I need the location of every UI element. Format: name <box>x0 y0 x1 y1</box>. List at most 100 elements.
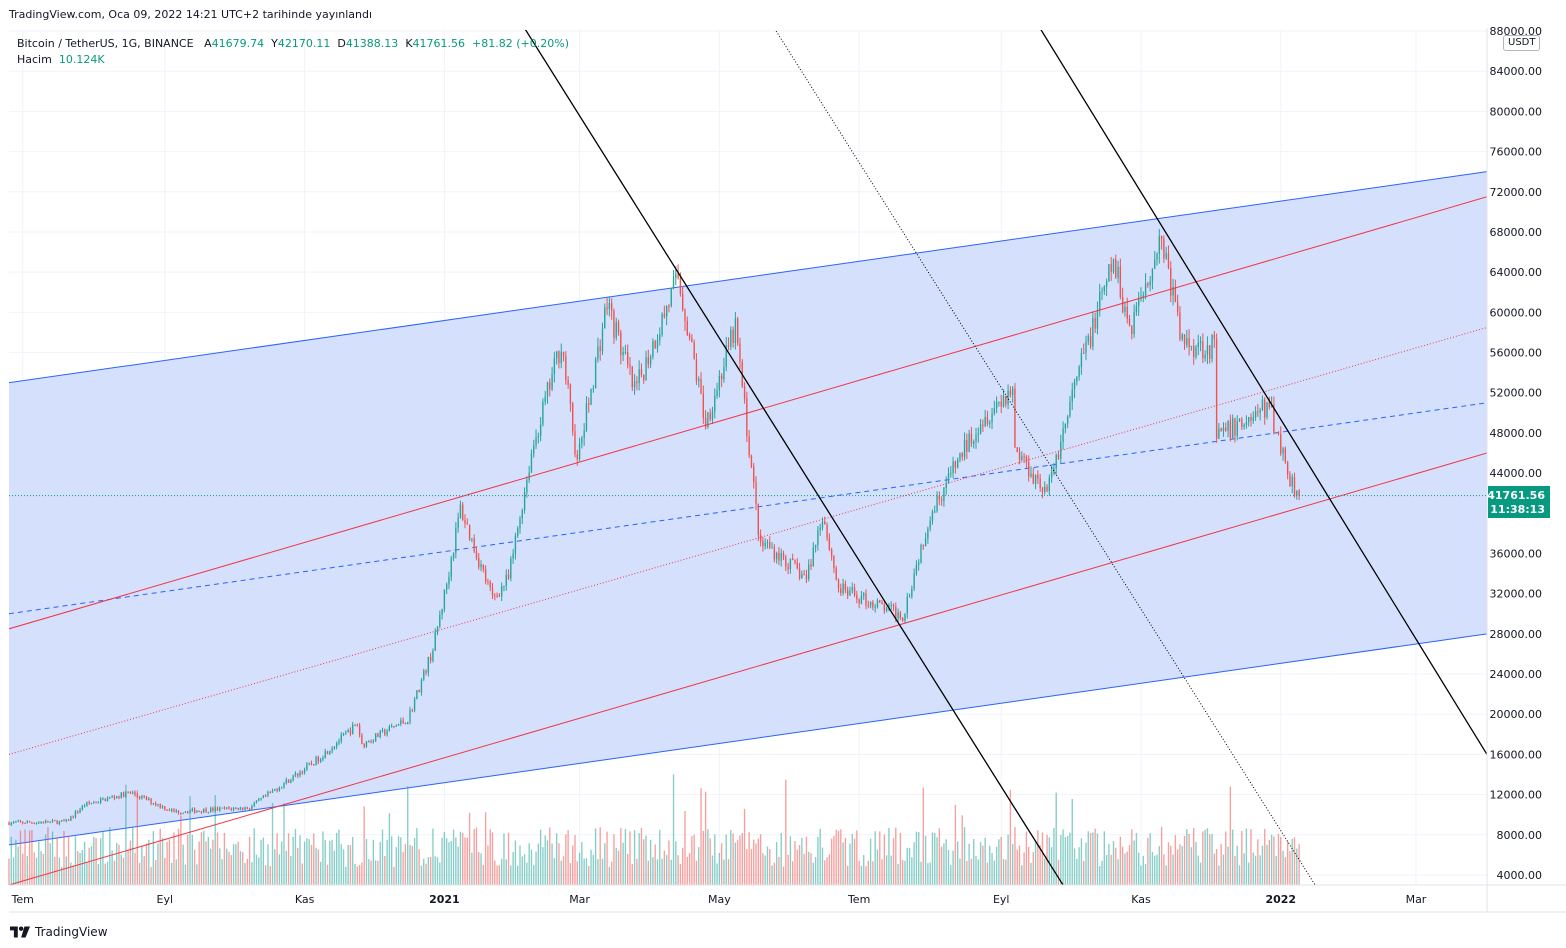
volume-bar <box>441 837 443 885</box>
candle-body <box>299 771 301 776</box>
regression-channel[interactable] <box>9 171 1487 846</box>
volume-bar <box>274 849 276 885</box>
candle-body <box>911 588 913 597</box>
price-tick-label: 56000.00 <box>1490 347 1543 360</box>
candle-body <box>1053 467 1055 472</box>
volume-bar <box>620 827 622 885</box>
time-scale[interactable]: Tem Eyl Kas 2021 Mar May Tem Eyl Kas 2022 Mar <box>11 893 1427 906</box>
candle-body <box>1202 341 1204 359</box>
volume-bar <box>324 839 326 885</box>
volume-bar <box>161 837 164 885</box>
price-tick-label: 48000.00 <box>1490 427 1543 440</box>
candle-body <box>821 521 824 528</box>
candle-body <box>19 820 22 822</box>
volume-bar <box>388 813 391 885</box>
volume-bar <box>1172 854 1174 885</box>
volume-bar <box>198 841 200 885</box>
volume-bar <box>507 832 510 885</box>
volume-bar <box>915 831 918 885</box>
volume-bar <box>867 860 869 885</box>
candle-body <box>452 552 455 559</box>
candle-body <box>77 811 79 813</box>
candle-body <box>643 374 645 381</box>
volume-bar <box>750 848 753 885</box>
candle-body <box>984 417 986 426</box>
volume-bar <box>1030 862 1032 885</box>
candle-body <box>732 329 734 344</box>
candle-body <box>956 459 959 468</box>
candle-body <box>567 380 569 385</box>
volume-bar <box>482 865 485 885</box>
candle-body <box>1190 345 1193 348</box>
volume-bar <box>471 852 473 885</box>
volume-bar <box>370 860 372 885</box>
candle-body <box>979 424 982 434</box>
volume-bar <box>549 827 551 885</box>
volume-bar <box>340 844 342 885</box>
candle-body <box>725 345 727 367</box>
volume-bar <box>138 862 141 885</box>
volume-bar <box>819 828 821 885</box>
volume-bar <box>500 858 503 885</box>
volume-bar <box>757 838 759 885</box>
volume-bar <box>785 779 787 885</box>
candle-body <box>1176 301 1179 313</box>
trend-lines[interactable] <box>9 21 1487 885</box>
candle-body <box>411 709 413 711</box>
volume-bar <box>684 810 686 885</box>
volume-bar <box>526 862 528 885</box>
volume-bar <box>610 861 613 885</box>
price-scale[interactable]: 88000.00 84000.00 80000.00 76000.00 72000.00… <box>1490 25 1543 882</box>
volume-label[interactable]: Hacim <box>17 53 52 66</box>
volume-bar <box>535 851 537 885</box>
candle-body <box>407 721 409 725</box>
legend: Bitcoin / TetherUS, 1G, BINANCE A41679.7… <box>17 36 569 68</box>
candle-body <box>1011 388 1014 396</box>
candle-body <box>592 388 595 390</box>
symbol-title[interactable]: Bitcoin / TetherUS, 1G, BINANCE <box>17 37 194 50</box>
candle-body <box>214 807 216 811</box>
volume-bar <box>503 833 505 885</box>
candle-body <box>537 436 540 438</box>
candle-body <box>677 273 679 278</box>
candle-body <box>1142 295 1144 298</box>
volume-bar <box>145 843 148 885</box>
volume-bar <box>17 846 19 885</box>
candle-body <box>70 816 72 821</box>
volume-bar <box>1296 848 1298 885</box>
volume-bar <box>313 833 315 885</box>
candle-body <box>1273 404 1275 433</box>
candle-body <box>1231 418 1234 439</box>
candle-body <box>702 393 705 419</box>
volume-bar <box>890 855 892 885</box>
volume-bar <box>418 849 420 885</box>
price-tick-label: 20000.00 <box>1490 708 1543 721</box>
candle-body <box>455 527 457 553</box>
candle-body <box>546 382 549 397</box>
candle-body <box>615 322 617 338</box>
volume-bar <box>723 859 725 885</box>
volume-bar <box>700 788 702 885</box>
volume-bar <box>766 846 769 885</box>
candle-body <box>177 810 180 814</box>
candle-body <box>159 804 161 808</box>
volume-bar <box>961 815 963 885</box>
volume-bar <box>1149 833 1151 885</box>
volume-bar <box>1213 853 1216 885</box>
candle-body <box>377 733 379 737</box>
currency-badge[interactable]: USDT <box>1503 35 1541 51</box>
volume-bar <box>1128 845 1131 885</box>
tradingview-logo-icon <box>10 926 30 938</box>
volume-bar <box>8 858 10 885</box>
candle-body <box>297 773 299 776</box>
candle-body <box>489 581 491 588</box>
candle-body <box>1044 486 1046 492</box>
candle-body <box>26 821 29 824</box>
volume-bar <box>404 843 407 885</box>
volume-bar <box>956 841 959 885</box>
time-tick-label: Eyl <box>993 893 1010 906</box>
candle-body <box>56 820 58 824</box>
candle-body <box>81 805 84 810</box>
candle-body <box>1096 310 1099 329</box>
